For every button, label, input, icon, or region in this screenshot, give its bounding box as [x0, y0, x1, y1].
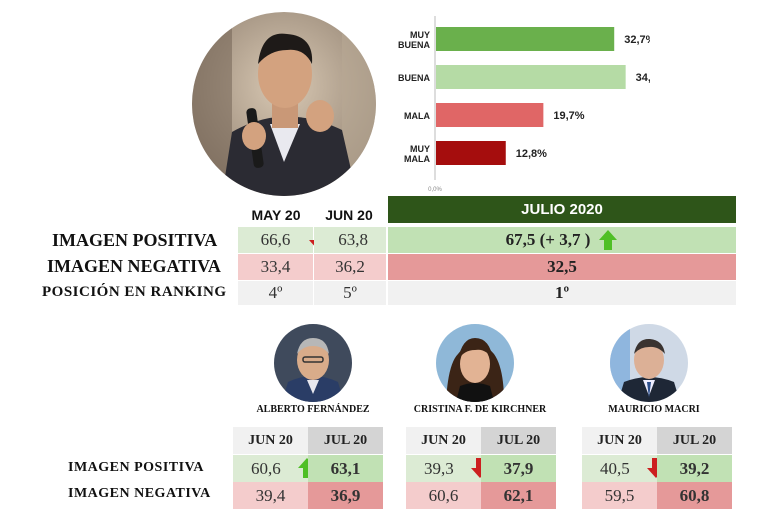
col-header-july-box: JULIO 2020 — [388, 196, 736, 223]
name-fernandez: ALBERTO FERNÁNDEZ — [256, 404, 370, 415]
compare-negativa-jul: 36,9 — [308, 482, 383, 509]
category-label: MUY BUENA — [398, 30, 431, 50]
compare-positiva-jun: 60,6 — [233, 455, 308, 482]
category-label: MALA — [404, 111, 430, 121]
data-label: 19,7% — [553, 110, 584, 122]
fernandez-photo — [274, 324, 352, 402]
compare-negativa-jun: 60,6 — [406, 482, 481, 509]
compare-positiva-jun: 40,5 — [582, 455, 657, 482]
cell-ranking-jul-box: 1º — [388, 281, 736, 305]
row-label-ranking: POSICIÓN EN RANKING — [42, 284, 227, 300]
col-header-jun: JUN 20 — [325, 207, 373, 223]
kirchner-photo — [436, 324, 514, 402]
compare-header-jun: JUN 20 — [406, 427, 481, 454]
bar-mala — [436, 103, 544, 127]
cell-positiva-jul: 67,5 (+ 3,7 ) — [505, 230, 591, 249]
compare-header-jul: JUL 20 — [657, 427, 732, 454]
cell-ranking-jul: 1º — [554, 283, 570, 302]
bar-buena — [436, 65, 626, 89]
compare-negativa-jun: 39,4 — [233, 482, 308, 509]
cell-negativa-may: 33,4 — [238, 254, 313, 280]
data-label: 12,8% — [516, 148, 547, 160]
data-label: 32,7% — [624, 34, 650, 46]
arrow-up-icon — [599, 230, 618, 250]
row-label-positiva: IMAGEN POSITIVA — [52, 230, 218, 250]
compare-label-positiva: IMAGEN POSITIVA — [68, 460, 204, 475]
compare-header-jun: JUN 20 — [582, 427, 657, 454]
category-label: MUY MALA — [404, 144, 430, 164]
data-label: 34,8% — [636, 72, 650, 84]
compare-negativa-jul: 60,8 — [657, 482, 732, 509]
compare-header-jul: JUL 20 — [308, 427, 383, 454]
col-header-may: MAY 20 — [251, 207, 301, 223]
col-header-july: JULIO 2020 — [521, 201, 603, 218]
bar-muy-mala — [436, 141, 506, 165]
compare-header-jul: JUL 20 — [481, 427, 556, 454]
compare-header-jun: JUN 20 — [233, 427, 308, 454]
compare-negativa-jul: 62,1 — [481, 482, 556, 509]
compare-positiva-jun: 39,3 — [406, 455, 481, 482]
cell-ranking-jun: 5º — [314, 281, 386, 305]
cell-negativa-jul: 32,5 — [547, 257, 577, 276]
cell-ranking-may: 4º — [238, 281, 313, 305]
axis-zero-label: 0,0% — [428, 187, 442, 193]
name-macri: MAURICIO MACRI — [608, 404, 700, 415]
compare-positiva-jul: 39,2 — [657, 455, 732, 482]
cell-negativa-jul-box: 32,5 — [388, 254, 736, 280]
governor-photo — [192, 12, 376, 196]
cell-positiva-jun: 63,8 — [314, 227, 386, 253]
macri-photo — [610, 324, 688, 402]
compare-positiva-jul: 63,1 — [308, 455, 383, 482]
row-label-negativa: IMAGEN NEGATIVA — [47, 256, 221, 276]
compare-negativa-jun: 59,5 — [582, 482, 657, 509]
category-label: BUENA — [398, 73, 431, 83]
compare-label-negativa: IMAGEN NEGATIVA — [68, 486, 211, 501]
cell-positiva-may: 66,6 — [238, 227, 313, 253]
name-kirchner: CRISTINA F. DE KIRCHNER — [413, 404, 547, 415]
cell-negativa-jun: 36,2 — [314, 254, 386, 280]
cell-positiva-jul-box: 67,5 (+ 3,7 ) — [388, 227, 736, 253]
bar-muy-buena — [436, 27, 615, 51]
compare-positiva-jul: 37,9 — [481, 455, 556, 482]
